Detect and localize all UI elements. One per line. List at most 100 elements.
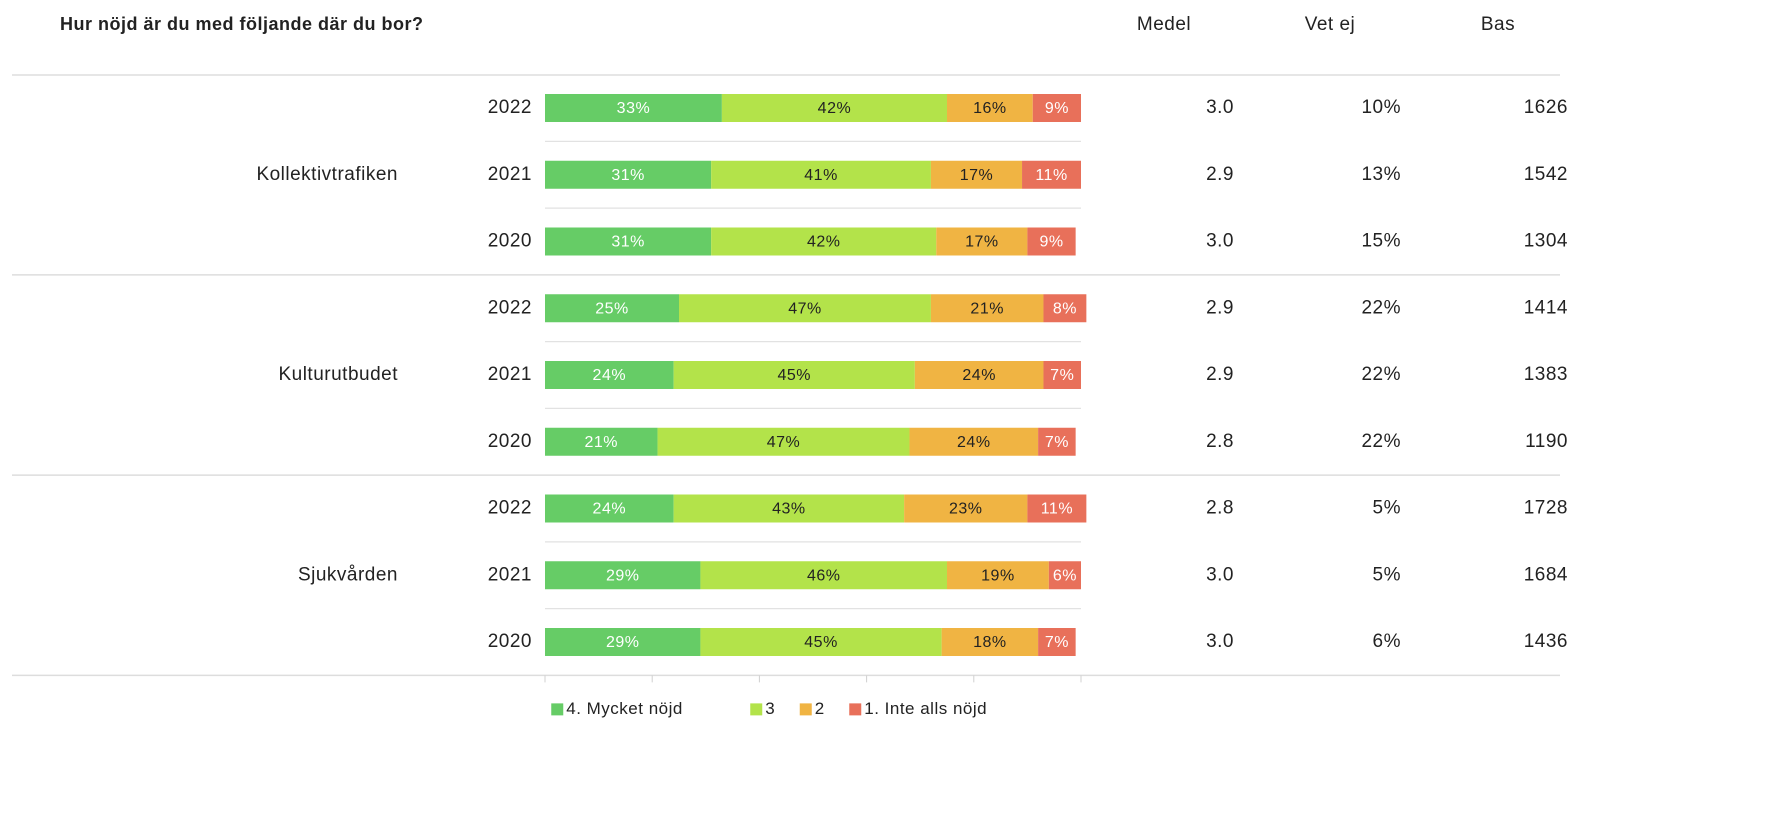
- segment-label: 47%: [788, 300, 822, 317]
- column-value: 3.0: [1206, 231, 1234, 252]
- column-value: 5%: [1373, 564, 1401, 585]
- bar-segment: [711, 160, 931, 189]
- segment-label: 42%: [818, 100, 852, 117]
- bar-segment: [914, 361, 1044, 389]
- bar-segment: [947, 94, 1033, 122]
- year-label: 2022: [488, 297, 532, 318]
- legend-label: 4. Mycket nöjd: [566, 699, 683, 718]
- bar-segment: [1048, 561, 1081, 590]
- segment-label: 29%: [606, 634, 640, 651]
- segment-label: 8%: [1053, 300, 1077, 317]
- bar-segment: [545, 294, 679, 323]
- year-label: 2022: [488, 498, 532, 519]
- column-value: 22%: [1361, 431, 1401, 452]
- column-value: 1414: [1524, 297, 1568, 318]
- segment-label: 7%: [1045, 434, 1069, 451]
- year-label: 2020: [488, 631, 532, 652]
- column-value: 1190: [1525, 431, 1568, 452]
- segment-label: 47%: [767, 434, 801, 451]
- segment-label: 24%: [593, 367, 627, 384]
- column-value: 2.8: [1206, 431, 1234, 452]
- column-value: 2.9: [1206, 364, 1234, 385]
- segment-label: 31%: [611, 234, 645, 251]
- column-value: 22%: [1361, 297, 1401, 318]
- bar-segment: [545, 361, 674, 389]
- segment-label: 33%: [617, 100, 651, 117]
- column-value: 1684: [1524, 564, 1568, 585]
- year-label: 2021: [488, 164, 532, 185]
- bar-segment: [1038, 427, 1076, 456]
- bar-segment: [679, 294, 931, 323]
- column-header: Medel: [1137, 14, 1191, 35]
- legend-swatch: [551, 703, 564, 716]
- bar-segment: [1022, 160, 1081, 189]
- segment-label: 7%: [1050, 367, 1074, 384]
- column-value: 22%: [1361, 364, 1401, 385]
- bar-segment: [941, 628, 1039, 656]
- segment-label: 29%: [606, 567, 640, 584]
- column-value: 1304: [1524, 231, 1568, 252]
- bar-segment: [545, 494, 674, 523]
- segment-label: 17%: [965, 234, 999, 251]
- bar-segment: [545, 561, 701, 590]
- column-value: 2.9: [1206, 164, 1234, 185]
- column-value: 1728: [1524, 498, 1568, 519]
- chart-title: Hur nöjd är du med följande där du bor?: [60, 14, 424, 34]
- segment-label: 43%: [772, 501, 806, 518]
- bar-segment: [721, 94, 947, 122]
- segment-label: 9%: [1039, 234, 1063, 251]
- bar-segment: [711, 227, 937, 256]
- column-value: 10%: [1361, 97, 1401, 118]
- column-header: Bas: [1481, 14, 1515, 35]
- bar-segment: [545, 427, 658, 456]
- group-label: Kulturutbudet: [278, 364, 398, 385]
- segment-label: 17%: [960, 167, 994, 184]
- bar-segment: [936, 227, 1028, 256]
- column-value: 1436: [1524, 631, 1568, 652]
- bar-segment: [545, 227, 712, 256]
- segment-label: 24%: [957, 434, 991, 451]
- column-value: 15%: [1361, 231, 1401, 252]
- legend-label: 3: [765, 699, 775, 718]
- bar-segment: [545, 94, 722, 122]
- column-value: 3.0: [1206, 97, 1234, 118]
- segment-label: 7%: [1045, 634, 1069, 651]
- column-value: 1383: [1524, 364, 1568, 385]
- year-label: 2022: [488, 97, 532, 118]
- bar-segment: [947, 561, 1049, 590]
- bar-segment: [545, 628, 701, 656]
- bar-segment: [1038, 628, 1076, 656]
- column-value: 5%: [1373, 498, 1401, 519]
- year-label: 2021: [488, 564, 532, 585]
- column-value: 3.0: [1206, 564, 1234, 585]
- year-label: 2020: [488, 231, 532, 252]
- column-value: 2.8: [1206, 498, 1234, 519]
- segment-label: 45%: [804, 634, 838, 651]
- column-value: 6%: [1373, 631, 1401, 652]
- segment-label: 31%: [611, 167, 645, 184]
- bar-segment: [673, 494, 905, 523]
- column-value: 1626: [1524, 97, 1568, 118]
- bar-segment: [545, 160, 712, 189]
- segment-label: 11%: [1035, 167, 1067, 184]
- column-value: 3.0: [1206, 631, 1234, 652]
- segment-label: 11%: [1041, 501, 1073, 518]
- bar-segment: [1027, 227, 1076, 256]
- bar-segment: [930, 294, 1044, 323]
- bar-segment: [1043, 361, 1081, 389]
- group-label: Sjukvården: [298, 564, 398, 585]
- bar-segment: [1032, 94, 1081, 122]
- year-label: 2021: [488, 364, 532, 385]
- segment-label: 19%: [981, 567, 1015, 584]
- bar-segment: [904, 494, 1028, 523]
- bar-segment: [1027, 494, 1087, 523]
- segment-label: 18%: [973, 634, 1007, 651]
- column-value: 13%: [1361, 164, 1401, 185]
- segment-label: 24%: [593, 501, 627, 518]
- segment-label: 21%: [970, 300, 1004, 317]
- legend-swatch: [750, 703, 763, 716]
- bar-segment: [673, 361, 915, 389]
- segment-label: 45%: [777, 367, 811, 384]
- legend-swatch: [849, 703, 862, 716]
- segment-label: 46%: [807, 567, 841, 584]
